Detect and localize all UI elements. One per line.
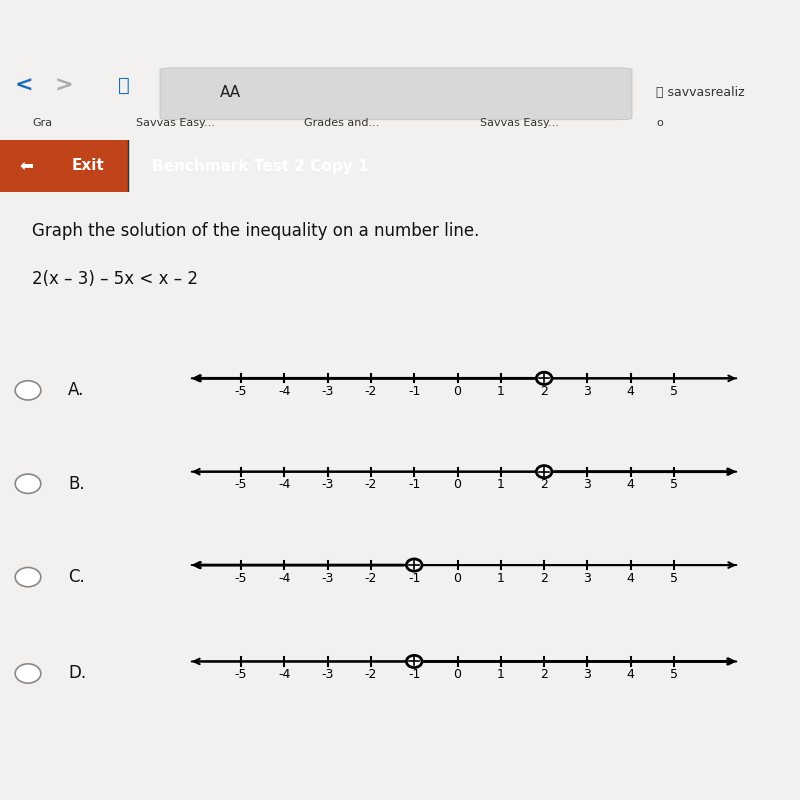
Text: -3: -3 [322,385,334,398]
Bar [0,140,128,192]
Text: -3: -3 [322,572,334,585]
Text: 4: 4 [626,668,634,682]
Text: 3: 3 [583,572,591,585]
Text: -1: -1 [408,572,420,585]
Circle shape [536,372,552,385]
Text: -5: -5 [234,572,247,585]
Circle shape [406,655,422,667]
Text: 3: 3 [583,385,591,398]
Text: 2: 2 [540,385,548,398]
Text: -5: -5 [234,668,247,682]
Text: -4: -4 [278,385,290,398]
Text: Savvas Easy...: Savvas Easy... [136,118,215,128]
Text: C.: C. [68,568,85,586]
Text: 1: 1 [497,478,505,491]
Text: 0: 0 [454,668,462,682]
Text: Graph the solution of the inequality on a number line.: Graph the solution of the inequality on … [32,222,479,240]
Text: 2: 2 [540,478,548,491]
Text: -2: -2 [365,478,377,491]
Text: 2(x – 3) – 5x < x – 2: 2(x – 3) – 5x < x – 2 [32,270,198,288]
Text: A.: A. [68,382,84,399]
Text: Gra: Gra [32,118,52,128]
Text: -4: -4 [278,668,290,682]
Text: 0: 0 [454,385,462,398]
Text: Grades and...: Grades and... [304,118,379,128]
Text: 📖: 📖 [118,76,130,95]
Text: 5: 5 [670,478,678,491]
Text: -5: -5 [234,478,247,491]
Text: -3: -3 [322,668,334,682]
Text: -2: -2 [365,385,377,398]
Text: -5: -5 [234,385,247,398]
Text: -1: -1 [408,478,420,491]
Text: -4: -4 [278,478,290,491]
Text: -1: -1 [408,385,420,398]
Text: <: < [14,75,34,95]
Circle shape [15,664,41,683]
Text: ⬅: ⬅ [20,157,34,175]
Text: Exit: Exit [72,158,105,174]
Circle shape [406,559,422,571]
Text: 2: 2 [540,668,548,682]
Text: -4: -4 [278,572,290,585]
Text: 5: 5 [670,572,678,585]
Text: 0: 0 [454,572,462,585]
Circle shape [536,466,552,478]
Text: 5: 5 [670,385,678,398]
Text: -1: -1 [408,668,420,682]
Text: 1: 1 [497,668,505,682]
Text: AA: AA [220,86,241,101]
Circle shape [15,381,41,400]
Text: o: o [656,118,662,128]
Text: 2: 2 [540,572,548,585]
Text: -3: -3 [322,478,334,491]
Text: -2: -2 [365,668,377,682]
FancyBboxPatch shape [160,68,632,120]
Text: 0: 0 [454,478,462,491]
Text: 4: 4 [626,478,634,491]
Circle shape [15,567,41,586]
Text: 4: 4 [626,385,634,398]
Text: Savvas Easy...: Savvas Easy... [480,118,559,128]
Text: B.: B. [68,474,85,493]
Text: >: > [54,75,74,95]
Text: 🔒 savvasrealiz: 🔒 savvasrealiz [656,86,745,99]
Text: 5: 5 [670,668,678,682]
Text: -2: -2 [365,572,377,585]
Text: 1: 1 [497,385,505,398]
Text: 3: 3 [583,668,591,682]
Text: Benchmark Test 2 Copy 1: Benchmark Test 2 Copy 1 [152,158,369,174]
Text: 1: 1 [497,572,505,585]
Circle shape [15,474,41,494]
Text: 4: 4 [626,572,634,585]
Text: D.: D. [68,665,86,682]
Text: 3: 3 [583,478,591,491]
